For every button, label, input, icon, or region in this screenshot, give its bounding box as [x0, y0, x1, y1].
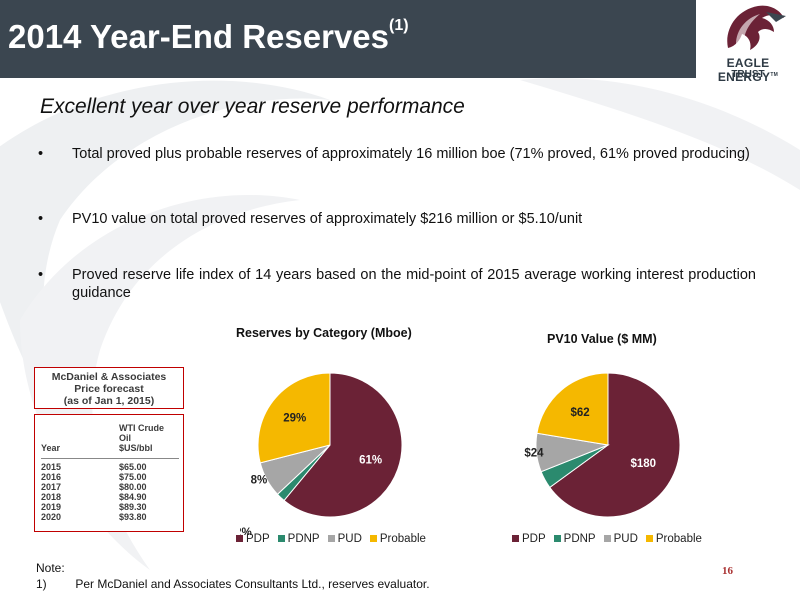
legend-label: PDNP — [287, 533, 320, 545]
section-subtitle: Excellent year over year reserve perform… — [40, 95, 465, 118]
header-bar: 2014 Year-End Reserves(1) — [0, 0, 696, 78]
pie-slice-pdp — [549, 372, 681, 518]
pv10-chart-legend: PDP PDNP PUD Probable — [512, 533, 702, 545]
forecast-title-box: McDaniel & Associates Price forecast (as… — [34, 367, 184, 409]
bullet-marker: • — [38, 146, 44, 162]
table-row: 2018 $84.90 — [41, 492, 181, 502]
legend-label: Probable — [655, 533, 702, 545]
legend-item-pud: PUD — [603, 533, 638, 545]
data-label-pdp: $180 — [630, 458, 656, 470]
pie-slice-probable — [257, 372, 331, 464]
forecast-title-line: (as of Jan 1, 2015) — [63, 395, 155, 407]
data-label-pud: 8% — [251, 475, 268, 487]
legend-label: PDP — [522, 533, 546, 545]
data-label-probable: $62 — [570, 407, 589, 419]
eagle-head-icon — [727, 5, 786, 51]
table-divider — [41, 458, 179, 459]
note-label: Note: — [36, 561, 65, 575]
reserves-chart-title: Reserves by Category (Mboe) — [236, 326, 412, 340]
cell-year: 2018 — [41, 492, 62, 502]
table-row: 2015 $65.00 — [41, 462, 181, 472]
legend-swatch — [645, 535, 653, 543]
pv10-chart-title: PV10 Value ($ MM) — [547, 332, 657, 346]
bullet-marker: • — [38, 211, 44, 227]
column-header-price-line: WTI Crude — [119, 423, 164, 433]
legend-item-pdnp: PDNP — [277, 533, 320, 545]
cell-price: $65.00 — [119, 462, 147, 472]
page-title: 2014 Year-End Reserves(1) — [8, 17, 409, 55]
legend-item-pud: PUD — [327, 533, 362, 545]
pie-slice-pdp — [283, 372, 403, 518]
data-label-probable: 29% — [283, 413, 306, 425]
legend-label: PUD — [613, 533, 638, 545]
legend-swatch — [512, 535, 519, 543]
legend-label: PDP — [246, 533, 270, 545]
data-label-pdp: 61% — [359, 455, 382, 467]
footnote-number: 1) — [36, 577, 47, 591]
footnote-text: Per McDaniel and Associates Consultants … — [75, 577, 430, 591]
legend-item-pdnp: PDNP — [553, 533, 596, 545]
cell-price: $89.30 — [119, 502, 147, 512]
data-label-pdnp: 2% — [240, 527, 252, 535]
data-label-pud: $24 — [524, 447, 544, 459]
bullet-text: Total proved plus probable reserves of a… — [72, 146, 750, 162]
pie-slice-probable — [536, 372, 609, 446]
bullet-text: PV10 value on total proved reserves of a… — [72, 211, 583, 227]
column-header-price-line: $US/bbl — [119, 443, 153, 453]
bullet-text: Proved reserve life index of 14 years ba… — [72, 267, 756, 301]
forecast-title-line: Price forecast — [74, 383, 144, 395]
legend-item-probable: Probable — [369, 533, 426, 545]
page-number: 16 — [722, 565, 733, 577]
pv10-pie-chart: $180$11$24$62 — [524, 372, 681, 518]
cell-year: 2017 — [41, 482, 62, 492]
cell-price: $93.80 — [119, 512, 147, 522]
logo-text-eagle-energy: EAGLE ENERGYTM — [717, 56, 779, 84]
table-row: 2017 $80.00 — [41, 482, 181, 492]
legend-swatch — [369, 535, 377, 543]
cell-year: 2020 — [41, 512, 62, 522]
title-footnote-marker: (1) — [389, 17, 409, 34]
reserves-pie-chart: 61% 2% 8% 29% — [240, 372, 403, 535]
price-forecast-table: WTI Crude Oil Year $US/bbl 2015 $65.00 20… — [34, 414, 184, 532]
reserves-chart-legend: PDP PDNP PUD Probable — [236, 533, 426, 545]
cell-price: $84.90 — [119, 492, 147, 502]
cell-year: 2019 — [41, 502, 62, 512]
bullet-marker: • — [38, 267, 44, 283]
column-header-price-line: Oil — [119, 433, 132, 443]
forecast-title-line: McDaniel & Associates — [51, 371, 167, 383]
legend-swatch — [327, 535, 335, 543]
cell-price: $75.00 — [119, 472, 147, 482]
cell-year: 2016 — [41, 472, 62, 482]
cell-price: $80.00 — [119, 482, 147, 492]
footnote: 1) Per McDaniel and Associates Consultan… — [36, 577, 430, 591]
legend-swatch — [553, 535, 561, 543]
legend-swatch — [236, 535, 243, 543]
cell-year: 2015 — [41, 462, 62, 472]
legend-label: Probable — [379, 533, 426, 545]
legend-label: PDNP — [563, 533, 596, 545]
company-logo: EAGLE ENERGYTM TRUST — [696, 0, 800, 84]
column-header-year: Year — [41, 443, 61, 453]
legend-swatch — [603, 535, 611, 543]
legend-label: PUD — [337, 533, 362, 545]
legend-item-pdp: PDP — [512, 533, 546, 545]
table-row: 2016 $75.00 — [41, 472, 181, 482]
legend-item-pdp: PDP — [236, 533, 270, 545]
table-row: 2019 $89.30 — [41, 502, 181, 512]
logo-text-trust: TRUST — [731, 69, 765, 80]
table-row: 2020 $93.80 — [41, 512, 181, 522]
legend-item-probable: Probable — [645, 533, 702, 545]
legend-swatch — [277, 535, 285, 543]
